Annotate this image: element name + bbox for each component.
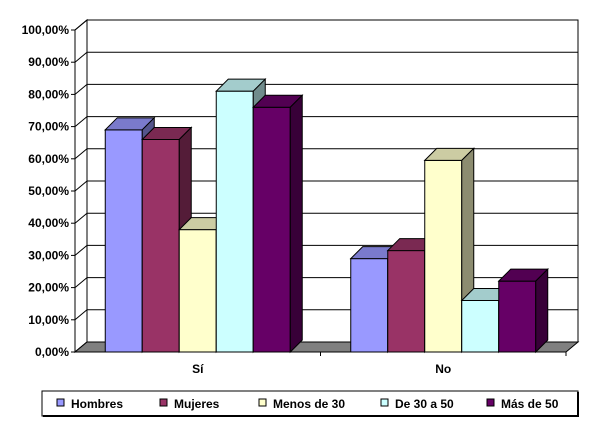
bar-si-4 (252, 94, 304, 354)
legend-item: Más de 50 (486, 397, 559, 411)
gridline-side (74, 51, 88, 63)
bars (104, 77, 549, 354)
legend-item: De 30 a 50 (380, 397, 454, 411)
bar-side (535, 267, 549, 354)
bar-front (387, 250, 426, 353)
legend-label: Menos de 30 (273, 397, 345, 411)
y-tick-label: 30,00% (28, 248, 69, 262)
bar-front (498, 280, 537, 353)
y-tick-label: 90,00% (28, 55, 69, 69)
legend-label: Mujeres (174, 397, 220, 411)
bar-side (289, 94, 303, 354)
gridline-side (74, 116, 88, 127)
y-tick-label: 70,00% (28, 120, 69, 134)
y-tick-label: 0,00% (35, 345, 69, 359)
gridline-side (74, 19, 88, 31)
x-axis-category-labels: Sí No (192, 352, 567, 376)
gridline-side (74, 180, 88, 192)
gridline-side (74, 148, 88, 160)
legend-swatch (159, 398, 168, 407)
y-tick-label: 40,00% (28, 216, 69, 230)
gridline-side (74, 277, 88, 288)
bar-front (178, 229, 217, 353)
x-category-label: No (435, 362, 451, 376)
legend-item: Hombres (56, 397, 123, 411)
legend: Hombres Mujeres Menos de 30 De 30 a 50 Más d… (41, 390, 579, 417)
legend-label: Hombres (71, 397, 123, 411)
bar-front (424, 159, 463, 353)
y-tick-label: 100,00% (22, 23, 70, 37)
gridline-side (74, 212, 88, 224)
gridline-side (74, 84, 88, 95)
y-tick-label: 10,00% (28, 313, 69, 327)
legend-swatch (56, 398, 65, 407)
bar-no-4 (497, 267, 549, 354)
y-axis-tick-labels: 0,00% 10,00% 20,00% 30,00% 40,00% 50,00% 60,00… (22, 23, 70, 359)
legend-label: De 30 a 50 (395, 397, 454, 411)
bar-front (104, 129, 143, 353)
bar-front (461, 299, 500, 353)
y-tick-label: 20,00% (28, 281, 69, 295)
bar-front (141, 138, 180, 353)
legend-item: Menos de 30 (258, 397, 345, 411)
bar-front (215, 90, 254, 353)
legend-label: Más de 50 (501, 397, 559, 411)
bar-front (252, 106, 291, 353)
y-tick-label: 80,00% (28, 87, 69, 101)
x-category-label: Sí (192, 362, 204, 376)
legend-item: Mujeres (159, 397, 220, 411)
legend-swatch (258, 398, 267, 407)
y-tick-label: 60,00% (28, 152, 69, 166)
gridline-side (74, 245, 88, 256)
legend-swatch (486, 398, 495, 407)
bar-front (350, 258, 389, 353)
legend-swatch (380, 398, 389, 407)
gridline-side (74, 309, 88, 321)
y-tick-label: 50,00% (28, 184, 69, 198)
